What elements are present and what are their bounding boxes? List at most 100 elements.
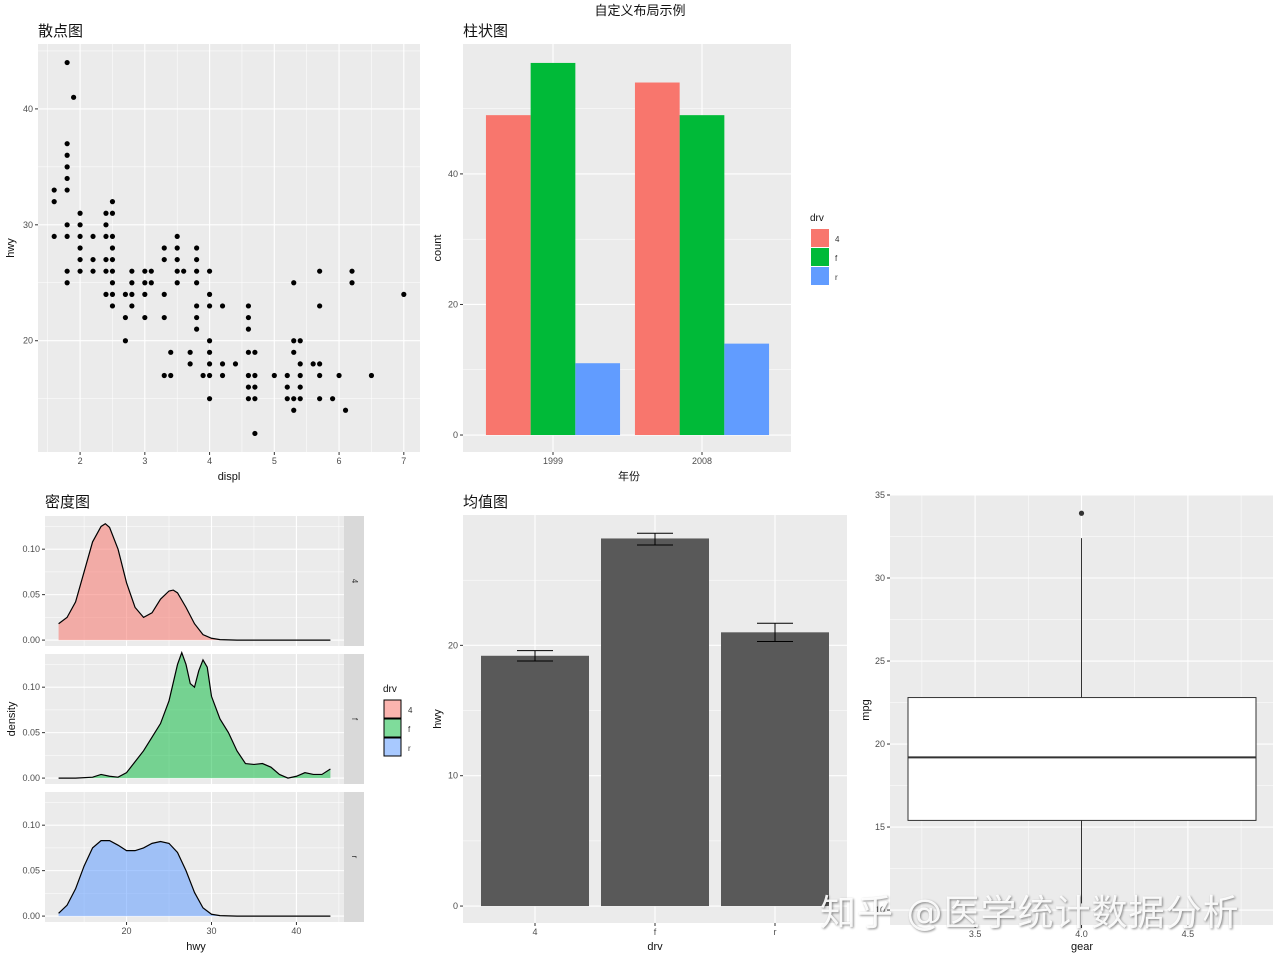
scatter-point xyxy=(206,349,213,355)
scatter-title: 散点图 xyxy=(38,22,84,40)
x-axis-title: 年份 xyxy=(618,469,640,483)
scatter-point xyxy=(349,280,355,286)
bar-title: 柱状图 xyxy=(463,22,509,40)
facet-strip-4 xyxy=(344,516,364,646)
scatter-point xyxy=(174,280,180,286)
y-tick-label: 40 xyxy=(448,169,458,179)
scatter-point xyxy=(109,233,116,240)
watermark: 知乎 @医学统计数据分析 xyxy=(820,893,1240,934)
x-tick-label: 4 xyxy=(532,927,537,937)
facet-label: 4 xyxy=(350,579,359,584)
legend-title: drv xyxy=(810,213,824,224)
scatter-point xyxy=(161,245,167,251)
scatter-point xyxy=(194,303,200,309)
scatter-point xyxy=(161,256,167,263)
y-tick-label: 0.10 xyxy=(22,682,40,692)
legend-label: 4 xyxy=(835,235,840,244)
scatter-point xyxy=(206,396,213,402)
scatter-point xyxy=(336,372,342,379)
bar-4-1999 xyxy=(485,115,531,436)
y-tick-label: 0.05 xyxy=(22,728,40,738)
scatter-point xyxy=(317,268,323,274)
scatter-point xyxy=(122,291,129,297)
density-area-f xyxy=(58,652,331,779)
y-tick-label: 10 xyxy=(875,905,885,915)
scatter-point xyxy=(64,280,70,286)
scatter-point xyxy=(168,349,174,355)
scatter-point xyxy=(245,396,252,402)
bar-r-1999 xyxy=(575,363,621,436)
scatter-point xyxy=(310,361,316,367)
scatter-point xyxy=(77,233,83,240)
scatter-point xyxy=(129,291,135,297)
scatter-point xyxy=(103,291,109,297)
scatter-point xyxy=(284,384,290,390)
scatter-point xyxy=(291,280,297,286)
scatter-point xyxy=(161,314,167,321)
facet-strip-r xyxy=(344,792,364,922)
x-axis-title: drv xyxy=(647,941,663,953)
scatter-point xyxy=(142,291,148,297)
legend-label: 4 xyxy=(408,706,413,715)
y-tick-label: 0.00 xyxy=(22,635,40,645)
scatter-point xyxy=(71,94,77,100)
scatter-point xyxy=(181,268,187,274)
scatter-point xyxy=(90,233,96,240)
density-title: 密度图 xyxy=(45,493,91,511)
y-tick-label: 30 xyxy=(875,573,885,583)
y-tick-label: 20 xyxy=(23,336,33,346)
x-tick-label: f xyxy=(654,927,657,937)
mean-bar-4 xyxy=(481,655,589,907)
legend-key-r xyxy=(383,737,402,757)
density-area-r xyxy=(58,840,331,917)
scatter-point xyxy=(194,314,200,321)
bar-f-2008 xyxy=(679,115,725,436)
y-tick-label: 10 xyxy=(448,771,458,781)
scatter-point xyxy=(187,361,193,367)
scatter-panel xyxy=(38,44,420,452)
y-tick-label: 20 xyxy=(448,640,458,650)
scatter-point xyxy=(206,361,213,367)
scatter-point xyxy=(349,268,355,274)
y-axis-title: hwy xyxy=(5,238,17,258)
scatter-point xyxy=(291,349,297,355)
scatter-point xyxy=(284,396,290,402)
facet-label: r xyxy=(350,856,359,859)
scatter-point xyxy=(103,268,109,274)
scatter-point xyxy=(64,268,70,274)
scatter-point xyxy=(109,303,116,309)
scatter-point xyxy=(200,372,206,379)
scatter-point xyxy=(219,361,226,367)
scatter-point xyxy=(77,245,83,251)
legend-label: f xyxy=(408,725,411,734)
scatter-point xyxy=(206,291,213,297)
scatter-point xyxy=(64,141,70,147)
x-tick-label: 4.5 xyxy=(1182,929,1195,939)
x-tick-label: 3 xyxy=(142,456,147,466)
scatter-point xyxy=(291,396,297,402)
scatter-point xyxy=(109,245,116,251)
density-line-r xyxy=(58,840,331,917)
scatter-point xyxy=(297,384,303,390)
scatter-point xyxy=(161,291,167,297)
y-tick-label: 0.00 xyxy=(22,773,40,783)
facet-strip-f xyxy=(344,654,364,784)
legend-label: r xyxy=(835,273,838,282)
x-axis-title: hwy xyxy=(186,941,206,953)
scatter-point xyxy=(103,233,109,240)
y-axis-title: mpg xyxy=(860,699,872,720)
scatter-point xyxy=(291,407,297,413)
scatter-point xyxy=(51,199,57,205)
scatter-point xyxy=(64,59,70,66)
scatter-point xyxy=(51,187,57,193)
legend-key-r xyxy=(811,267,829,285)
y-axis-title: hwy xyxy=(432,709,444,729)
scatter-point xyxy=(161,372,167,379)
scatter-point xyxy=(122,338,129,344)
scatter-point xyxy=(232,361,239,367)
scatter-point xyxy=(174,256,180,263)
scatter-point xyxy=(245,326,252,332)
mean-bar-f xyxy=(601,538,709,907)
box-iqr xyxy=(907,697,1257,821)
x-tick-label: 4.0 xyxy=(1075,929,1088,939)
